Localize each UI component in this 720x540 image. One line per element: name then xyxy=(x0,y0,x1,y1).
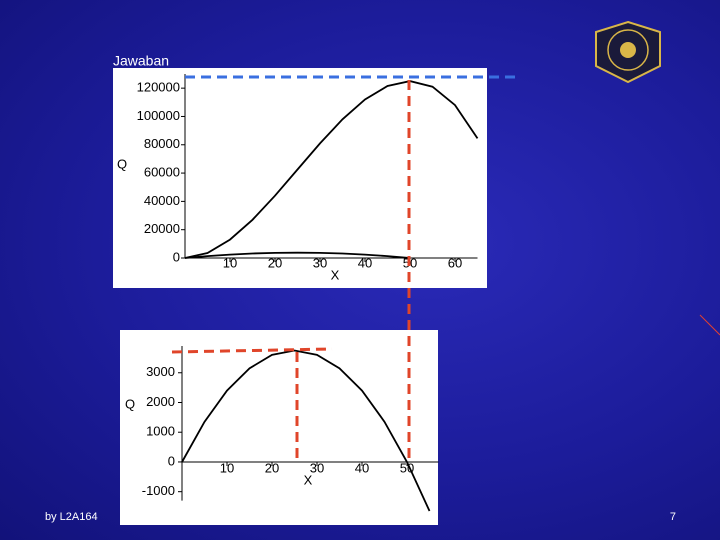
y-axis-label: Q xyxy=(117,156,127,171)
slide-title: Jawaban xyxy=(113,53,169,69)
x-tick-label: 20 xyxy=(265,460,279,475)
line-series xyxy=(184,80,479,259)
logo xyxy=(595,20,661,84)
y-tick-label: 20000 xyxy=(144,221,180,236)
line-series xyxy=(184,251,411,259)
chart-panel xyxy=(120,330,438,525)
y-tick-label: 3000 xyxy=(146,364,175,379)
x-axis-label: X xyxy=(304,472,313,487)
y-tick-label: 60000 xyxy=(144,165,180,180)
y-axis-label: Q xyxy=(125,396,135,411)
y-tick-label: 0 xyxy=(168,453,175,468)
y-tick-label: 40000 xyxy=(144,193,180,208)
decoration xyxy=(699,314,720,336)
y-tick-label: 80000 xyxy=(144,136,180,151)
chart-panel xyxy=(113,68,487,288)
x-tick-label: 10 xyxy=(223,255,237,270)
x-tick-label: 30 xyxy=(313,255,327,270)
x-tick-label: 20 xyxy=(268,255,282,270)
y-tick-label: -1000 xyxy=(142,483,175,498)
annotations xyxy=(171,75,515,462)
line-series xyxy=(181,349,431,512)
y-tick-label: 120000 xyxy=(137,80,180,95)
page-number: 7 xyxy=(670,511,676,523)
x-axis-label: X xyxy=(331,267,340,282)
x-tick-label: 30 xyxy=(310,460,324,475)
x-tick-label: 40 xyxy=(355,460,369,475)
y-tick-label: 0 xyxy=(173,249,180,264)
y-tick-label: 100000 xyxy=(137,108,180,123)
x-tick-label: 10 xyxy=(220,460,234,475)
x-tick-label: 60 xyxy=(448,255,462,270)
footer: by L2A164 xyxy=(45,511,98,523)
x-tick-label: 40 xyxy=(358,255,372,270)
y-tick-label: 1000 xyxy=(146,424,175,439)
y-tick-label: 2000 xyxy=(146,394,175,409)
